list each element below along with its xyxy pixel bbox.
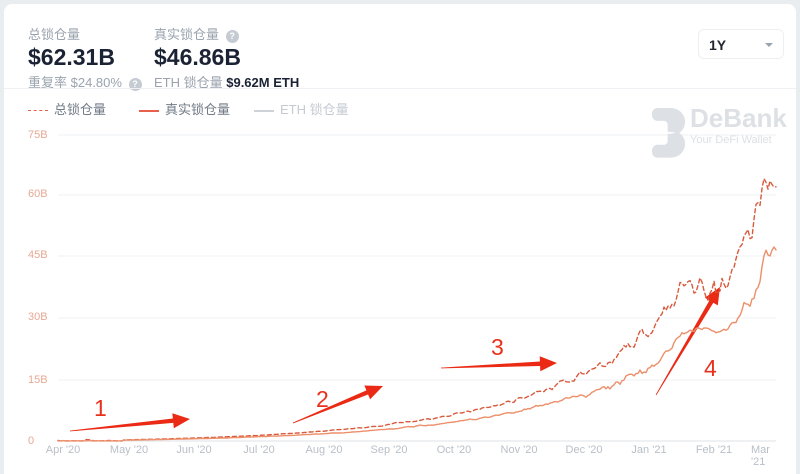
svg-text:4: 4 (704, 355, 717, 381)
svg-text:2: 2 (316, 386, 329, 412)
svg-text:3: 3 (491, 334, 504, 360)
svg-text:1: 1 (94, 395, 107, 421)
